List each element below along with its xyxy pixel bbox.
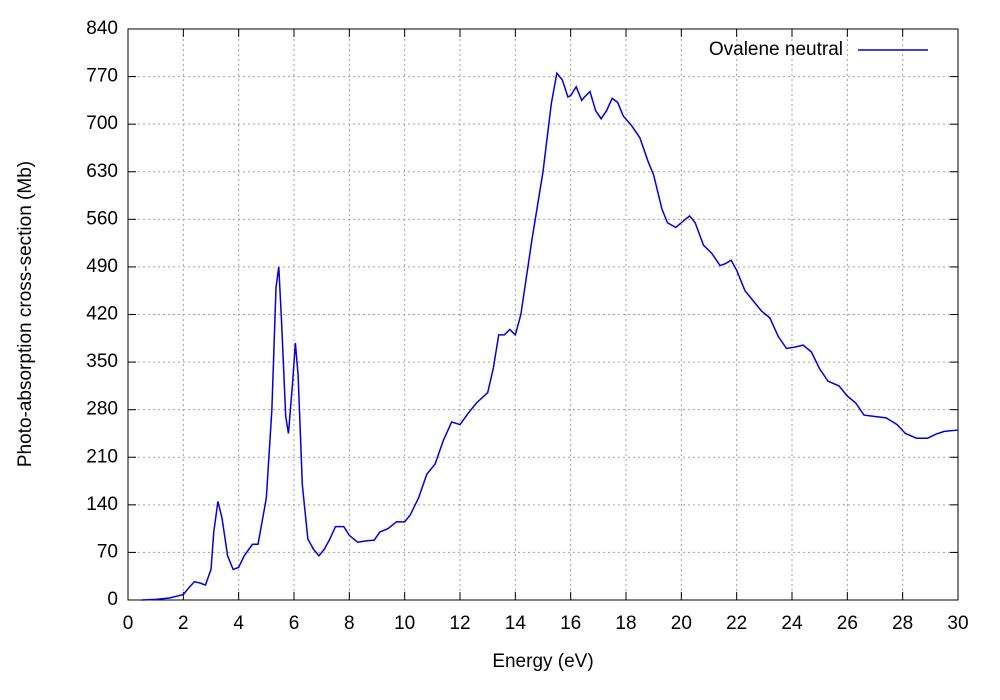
x-tick-label: 4 <box>233 613 244 634</box>
x-tick-label: 18 <box>615 613 636 634</box>
x-tick-label: 8 <box>344 613 355 634</box>
x-tick-label: 10 <box>394 613 415 634</box>
x-tick-label: 22 <box>726 613 747 634</box>
x-axis-label: Energy (eV) <box>492 651 593 672</box>
x-tick-label: 2 <box>178 613 189 634</box>
y-tick-label: 350 <box>86 351 118 372</box>
x-tick-label: 20 <box>671 613 692 634</box>
x-tick-label: 24 <box>781 613 803 634</box>
x-tick-label: 30 <box>947 613 968 634</box>
y-tick-label: 210 <box>86 446 118 467</box>
y-axis-label: Photo-absorption cross-section (Mb) <box>15 161 36 467</box>
x-tick-label: 0 <box>123 613 134 634</box>
x-tick-label: 28 <box>892 613 913 634</box>
y-tick-label: 560 <box>86 208 118 229</box>
x-tick-label: 6 <box>289 613 300 634</box>
y-tick-label: 70 <box>97 541 118 562</box>
legend-label: Ovalene neutral <box>709 39 843 60</box>
y-tick-label: 630 <box>86 161 118 182</box>
y-tick-label: 140 <box>86 494 118 515</box>
data-line <box>141 71 959 601</box>
y-tick-label: 280 <box>86 399 118 420</box>
x-tick-label: 14 <box>505 613 527 634</box>
y-tick-label: 770 <box>86 66 118 87</box>
y-tick-label: 700 <box>86 113 118 134</box>
y-tick-label: 420 <box>86 304 118 325</box>
x-tick-label: 26 <box>837 613 858 634</box>
x-tick-label: 16 <box>560 613 581 634</box>
y-tick-label: 0 <box>107 589 118 610</box>
y-tick-label: 490 <box>86 256 118 277</box>
x-tick-label: 12 <box>449 613 470 634</box>
y-tick-label: 840 <box>86 18 118 39</box>
plot-border <box>127 28 959 601</box>
